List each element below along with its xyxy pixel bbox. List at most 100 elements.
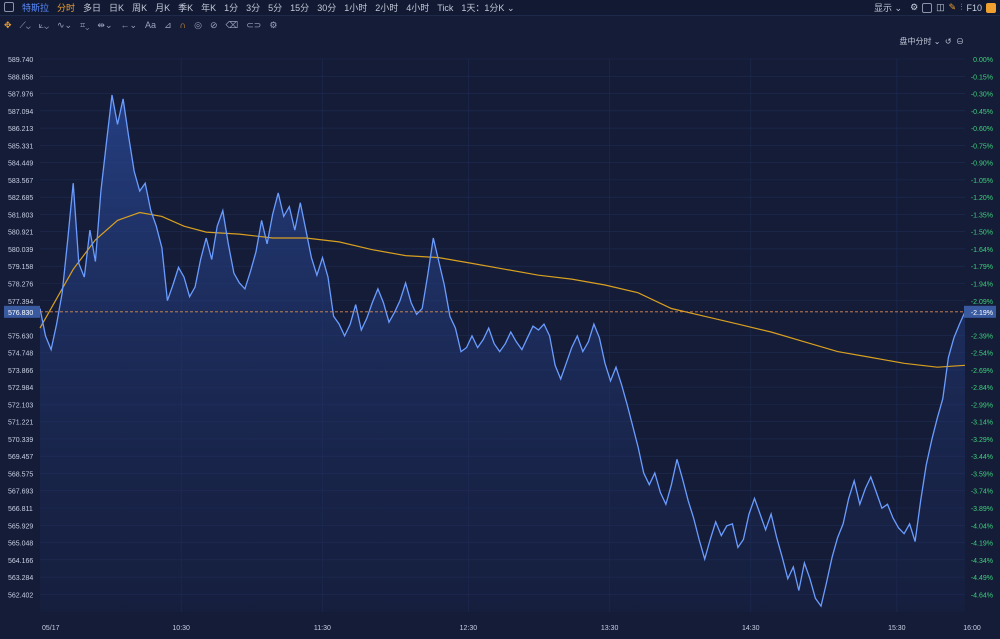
period-15min[interactable]: 15分	[290, 3, 310, 13]
trash-icon[interactable]: ⌫	[225, 19, 239, 30]
magnet-icon[interactable]: ∩	[179, 20, 187, 30]
price-area	[40, 95, 965, 612]
percent-tick-label: -1.05%	[971, 178, 993, 185]
pencil-icon[interactable]: ✎	[948, 2, 957, 12]
ray-tool-icon[interactable]: ⟀⌄	[38, 19, 49, 30]
symbol-tab[interactable]: 特斯拉	[22, 3, 50, 13]
hide-icon[interactable]: ⊘	[209, 19, 218, 30]
period-yearly-k[interactable]: 年K	[201, 3, 217, 13]
period-5min[interactable]: 5分	[268, 3, 283, 13]
period-1h[interactable]: 1小时	[344, 3, 368, 13]
period-dropdown[interactable]: 1天：1分K ⌄	[457, 1, 518, 14]
percent-tick-label: -3.74%	[971, 489, 993, 496]
current-value-tags: 576.830 -2.19%	[4, 305, 996, 318]
f10-button[interactable]: F10	[966, 2, 982, 13]
price-tick-label: 562.402	[8, 592, 33, 599]
percent-tick-label: -3.59%	[971, 471, 993, 478]
price-tick-label: 579.158	[8, 264, 33, 271]
checkbox-icon[interactable]	[922, 2, 933, 13]
range-tool-icon[interactable]: ⇹⌄	[97, 19, 113, 30]
time-tick-label: 15:30	[888, 625, 906, 632]
time-tick-label: 14:30	[742, 625, 760, 632]
adjust-icon[interactable]: ⫶	[960, 2, 963, 12]
line-tool-icon[interactable]: ⟋⌄	[19, 19, 31, 30]
current-percent-label: -2.19%	[971, 310, 993, 317]
price-tick-label: 571.221	[8, 420, 33, 427]
settings-icon[interactable]: ⚙	[269, 19, 278, 30]
period-monthly-k[interactable]: 月K	[155, 3, 171, 13]
period-30min[interactable]: 30分	[317, 3, 337, 13]
percent-tick-label: -4.19%	[971, 541, 993, 548]
time-tick-label: 13:30	[601, 625, 619, 632]
percent-tick-label: -0.15%	[971, 74, 993, 81]
period-tick[interactable]: Tick	[437, 2, 454, 13]
mode-select[interactable]: 盘中分时 ⌄ ↺ ⊖	[899, 37, 964, 46]
period-quarterly-k[interactable]: 季K	[178, 3, 194, 13]
price-tick-label: 577.394	[8, 299, 33, 306]
text-tool[interactable]: Aa	[145, 20, 157, 30]
window-icon[interactable]	[0, 1, 18, 14]
period-intraday[interactable]: 分时	[57, 3, 76, 13]
price-tick-label: 581.803	[8, 212, 33, 219]
camera-icon[interactable]: ◫	[936, 2, 945, 12]
percent-tick-label: -1.20%	[971, 195, 993, 202]
current-price-tag	[4, 305, 40, 318]
period-2h[interactable]: 2小时	[375, 3, 399, 13]
percent-tick-label: 0.00%	[973, 57, 993, 64]
percent-tick-label: -1.35%	[971, 212, 993, 219]
price-axis: 589.740 588.858 587.976 587.094 586.213 585.3…	[8, 57, 33, 599]
price-tick-label: 572.984	[8, 385, 33, 392]
time-tick-label: 12:30	[460, 625, 478, 632]
link-icon[interactable]: ⊂⊃	[246, 19, 262, 30]
time-tick-label: 11:30	[314, 625, 331, 632]
price-tick-label: 580.039	[8, 247, 33, 254]
price-tick-label: 575.630	[8, 333, 33, 340]
current-price-label: 576.830	[8, 310, 33, 317]
price-tick-label: 589.740	[8, 57, 33, 64]
percent-axis: 0.00% -0.15% -0.30% -0.45% -0.60% -0.75% -0.90…	[971, 57, 993, 599]
panel-toggle-icon[interactable]	[986, 2, 996, 13]
percent-tick-label: -2.84%	[971, 385, 993, 392]
percent-tick-label: -3.14%	[971, 420, 993, 427]
price-tick-label: 584.449	[8, 161, 33, 168]
time-axis: 05/17 10:30 11:30 12:30 13:30 14:30 15:30 16:00	[42, 625, 981, 632]
display-menu[interactable]: 显示 ⌄	[870, 1, 906, 14]
percent-tick-label: -2.39%	[971, 333, 993, 340]
price-tick-label: 580.921	[8, 230, 33, 237]
price-tick-label: 586.213	[8, 126, 33, 133]
display-label: 显示	[874, 3, 893, 13]
ruler-icon[interactable]: ⊿	[164, 19, 172, 30]
percent-tick-label: -4.49%	[971, 575, 993, 582]
percent-tick-label: -1.94%	[971, 281, 993, 288]
crosshair-icon[interactable]: ✥	[4, 19, 12, 30]
price-tick-label: 582.685	[8, 195, 33, 202]
price-tick-label: 563.284	[8, 575, 33, 582]
price-chart[interactable]: 589.740 588.858 587.976 587.094 586.213 585.3…	[0, 34, 1000, 639]
period-daily-k[interactable]: 日K	[109, 3, 125, 13]
percent-tick-label: -0.90%	[971, 161, 993, 168]
period-4h[interactable]: 4小时	[406, 3, 430, 13]
wave-tool-icon[interactable]: ∿⌄	[56, 19, 73, 30]
gear-icon[interactable]: ⚙	[910, 2, 919, 12]
percent-tick-label: -0.45%	[971, 109, 993, 116]
period-multiday[interactable]: 多日	[83, 3, 102, 13]
price-tick-label: 578.276	[8, 281, 33, 288]
toolbar-right: 显示 ⌄ ⚙ ◫ ✎ ⫶ F10	[870, 1, 1000, 14]
percent-tick-label: -0.60%	[971, 126, 993, 133]
percent-tick-label: -2.54%	[971, 351, 993, 358]
average-price-line	[39, 211, 966, 368]
pattern-tool-icon[interactable]: ⌗⌄	[80, 19, 90, 30]
period-1min[interactable]: 1分	[224, 3, 239, 13]
eye-icon[interactable]: ◎	[194, 19, 202, 30]
mode-label: 盘中分时	[899, 37, 932, 46]
price-tick-label: 574.748	[8, 351, 33, 358]
period-weekly-k[interactable]: 周K	[132, 3, 148, 13]
period-3min[interactable]: 3分	[246, 3, 261, 13]
percent-tick-label: -3.44%	[971, 454, 993, 461]
price-tick-label: 583.567	[8, 178, 33, 185]
arrow-tool-icon[interactable]: ←⌄	[120, 19, 138, 30]
top-toolbar: 特斯拉 分时 多日 日K 周K 月K 季K 年K 1分 3分 5分 15分 30…	[0, 0, 1000, 16]
price-tick-label: 564.166	[8, 558, 33, 565]
price-tick-label: 567.693	[8, 489, 33, 496]
price-tick-label: 585.331	[8, 143, 33, 150]
